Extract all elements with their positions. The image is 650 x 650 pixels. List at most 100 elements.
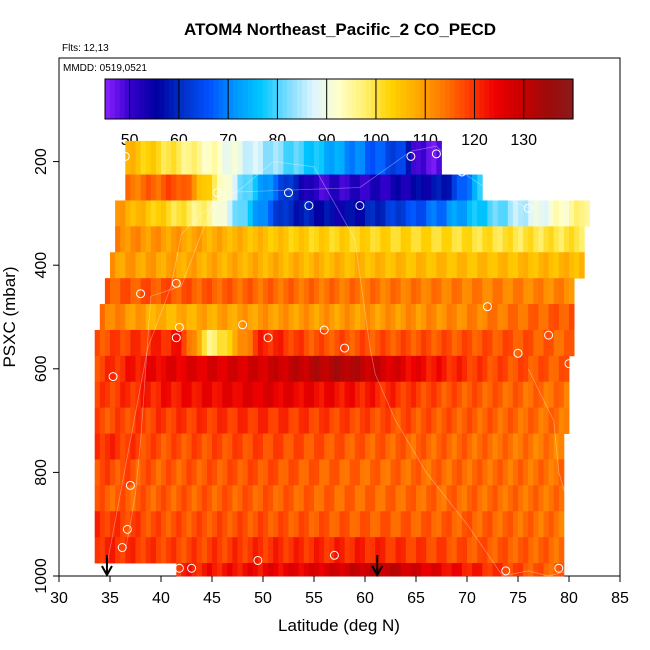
- heatmap-cell: [273, 485, 279, 512]
- heatmap-cell: [288, 226, 294, 253]
- heatmap-cell: [283, 304, 289, 331]
- heatmap-cell: [538, 433, 544, 460]
- heatmap-cell: [543, 485, 549, 512]
- heatmap-cell: [543, 433, 549, 460]
- colorbar-segment: [469, 79, 476, 119]
- heatmap-cell: [502, 200, 509, 227]
- heatmap-cell: [349, 563, 356, 577]
- heatmap-cell: [563, 200, 570, 227]
- heatmap-cell: [359, 329, 366, 357]
- heatmap-cell: [278, 407, 284, 434]
- heatmap-cell: [467, 200, 473, 227]
- heatmap-cell: [446, 433, 453, 460]
- heatmap-cell: [446, 200, 453, 227]
- heatmap-cell: [212, 278, 218, 305]
- heatmap-cell: [227, 381, 233, 409]
- heatmap-cell: [232, 278, 238, 305]
- heatmap-cell: [181, 174, 187, 201]
- heatmap-cell: [293, 563, 300, 577]
- heatmap-cell: [349, 304, 356, 331]
- heatmap-cell: [416, 563, 422, 577]
- heatmap-cell: [278, 278, 284, 305]
- heatmap-cell: [426, 140, 432, 175]
- heatmap-cell: [303, 226, 310, 253]
- heatmap-cell: [293, 200, 300, 227]
- heatmap-cell: [140, 200, 147, 227]
- sample-marker: [174, 563, 184, 573]
- heatmap-cell: [421, 433, 427, 460]
- heatmap-cell: [441, 485, 447, 512]
- heatmap-cell: [283, 537, 289, 564]
- heatmap-cell: [502, 329, 509, 357]
- heatmap-cell: [523, 226, 529, 253]
- heatmap-cell: [161, 304, 167, 331]
- heatmap-cell: [166, 459, 172, 486]
- heatmap-cell: [191, 407, 198, 434]
- heatmap-cell: [365, 304, 371, 331]
- heatmap-cell: [456, 252, 463, 279]
- heatmap-cell: [400, 304, 407, 331]
- heatmap-cell: [222, 355, 228, 383]
- heatmap-cell: [227, 174, 233, 201]
- heatmap-cell: [150, 459, 157, 486]
- heatmap-cell: [161, 433, 167, 460]
- heatmap-cell: [324, 511, 330, 538]
- heatmap-cell: [191, 511, 198, 538]
- heatmap-cell: [492, 537, 498, 564]
- heatmap-cell: [507, 200, 514, 227]
- heatmap-cell: [334, 304, 340, 331]
- heatmap-cell: [426, 381, 432, 409]
- heatmap-cell: [298, 407, 305, 434]
- heatmap-cell: [166, 226, 172, 253]
- heatmap-cell: [186, 355, 192, 383]
- heatmap-cell: [217, 140, 223, 175]
- arrow-head: [101, 565, 113, 578]
- heatmap-cell: [523, 407, 529, 434]
- heatmap-cell: [176, 140, 182, 175]
- heatmap-cell: [334, 511, 340, 538]
- heatmap-cell: [365, 537, 371, 564]
- heatmap-cell: [196, 329, 203, 357]
- heatmap-cell: [257, 200, 264, 227]
- heatmap-cell: [365, 459, 371, 486]
- heatmap-cell: [298, 355, 305, 383]
- heatmap-cell: [400, 485, 407, 512]
- heatmap-cell: [441, 329, 447, 357]
- heatmap-cell: [467, 329, 473, 357]
- heatmap-cell: [135, 381, 141, 409]
- heatmap-cell: [273, 381, 279, 409]
- heatmap-cell: [431, 174, 437, 201]
- heatmap-cell: [354, 278, 361, 305]
- heatmap-cell: [247, 140, 254, 175]
- heatmap-cell: [533, 511, 539, 538]
- heatmap-cell: [232, 329, 238, 357]
- heatmap-cell: [329, 381, 335, 409]
- heatmap-cell: [155, 381, 162, 409]
- heatmap-cell: [130, 252, 136, 279]
- heatmap-cell: [196, 200, 203, 227]
- heatmap-cell: [135, 459, 141, 486]
- heatmap-cell: [400, 140, 407, 175]
- heatmap-cell: [145, 226, 152, 253]
- heatmap-cell: [385, 537, 391, 564]
- heatmap-cell: [252, 459, 259, 486]
- heatmap-cell: [303, 381, 310, 409]
- heatmap-cell: [528, 433, 534, 460]
- heatmap-cell: [451, 200, 458, 227]
- heatmap-cell: [217, 278, 223, 305]
- heatmap-cell: [206, 485, 213, 512]
- heatmap-cell: [518, 511, 524, 538]
- heatmap-cell: [293, 407, 300, 434]
- heatmap-cell: [456, 226, 463, 253]
- heatmap-cell: [252, 278, 259, 305]
- heatmap-cell: [135, 355, 141, 383]
- heatmap-cell: [492, 278, 498, 305]
- heatmap-cell: [390, 459, 396, 486]
- heatmap-cell: [94, 381, 101, 409]
- heatmap-cell: [171, 174, 177, 201]
- heatmap-cell: [502, 563, 509, 577]
- heatmap-cell: [365, 511, 371, 538]
- heatmap-cell: [558, 226, 565, 253]
- heatmap-cell: [354, 140, 361, 175]
- heatmap-cell: [563, 381, 570, 409]
